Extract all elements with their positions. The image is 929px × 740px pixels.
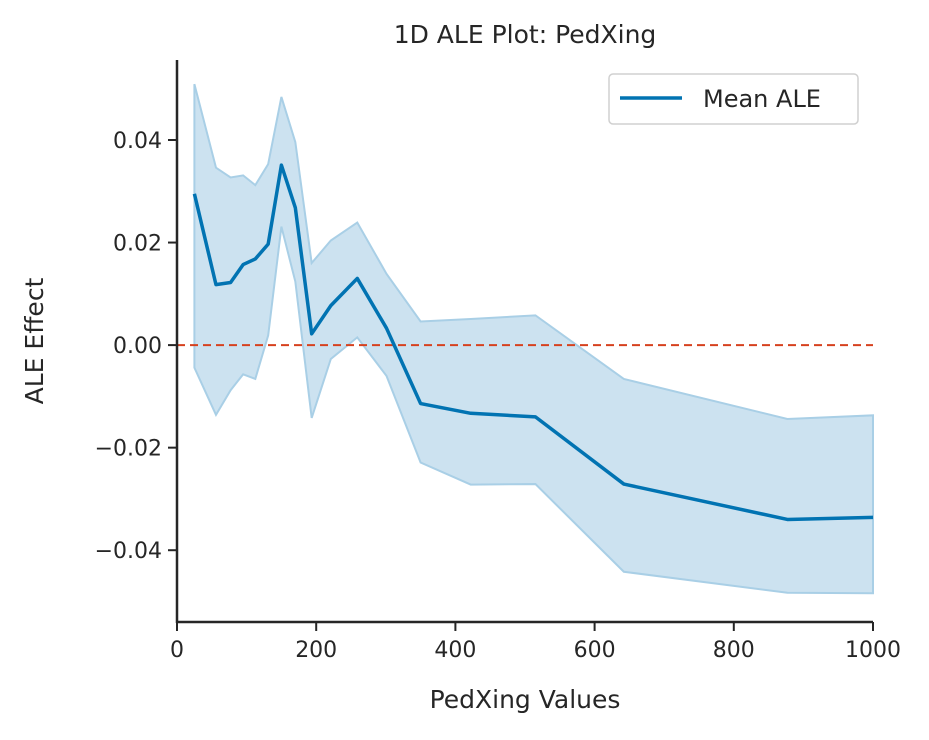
y-tick-label: 0.00 [113,334,162,359]
confidence-band [193,83,874,595]
y-tick-label: 0.02 [113,232,162,257]
x-tick-label: 400 [434,638,476,663]
x-tick-label: 0 [170,638,184,663]
y-tick-label: −0.02 [95,437,162,462]
x-tick-label: 600 [574,638,616,663]
legend: Mean ALE [608,73,859,125]
mean-ale-line [192,163,874,522]
chart-title: 1D ALE Plot: PedXing [394,20,657,49]
x-tick-label: 200 [295,638,337,663]
legend-box [608,73,859,125]
x-axis-label: PedXing Values [430,685,621,714]
y-tick-label: −0.04 [95,539,162,564]
legend-label-mean-ale: Mean ALE [703,85,821,113]
x-tick-label: 800 [713,638,755,663]
axes: 0 200 400 600 800 1000 −0.04 −0.02 0.00 0.02 0.04 [95,60,901,663]
y-axis-label: ALE Effect [20,277,49,404]
y-tick-label: 0.04 [113,129,162,154]
x-tick-label: 1000 [845,638,901,663]
plot-area [177,83,874,595]
